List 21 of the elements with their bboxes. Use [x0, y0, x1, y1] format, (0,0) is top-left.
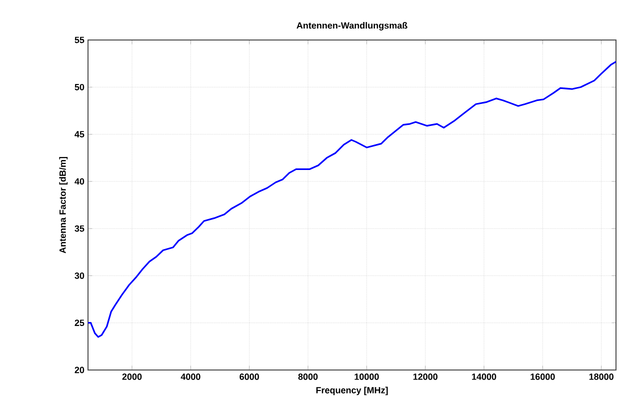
- y-axis-title: Antenna Factor [dB/m]: [59, 157, 68, 254]
- y-tick-label: 25: [74, 320, 84, 326]
- y-tick-label: 55: [74, 36, 84, 44]
- x-tick-label: 8000: [298, 374, 318, 380]
- x-tick-label: 6000: [240, 374, 259, 380]
- chart-title: Antennen-Wandlungsmaß: [296, 22, 408, 30]
- x-tick-label: 12000: [413, 374, 438, 380]
- y-tick-label: 40: [74, 178, 84, 185]
- x-tick-label: 16000: [530, 374, 555, 380]
- y-tick-label: 20: [74, 366, 84, 374]
- x-tick-label: 4000: [180, 374, 200, 380]
- x-tick-label: 2000: [122, 374, 142, 380]
- x-axis-title: Frequency [MHz]: [316, 386, 388, 396]
- x-tick-label: 18000: [589, 374, 614, 380]
- y-tick-label: 45: [74, 131, 84, 138]
- line-series: [88, 60, 616, 338]
- y-tick-label: 35: [74, 225, 84, 232]
- x-tick-label: 14000: [472, 374, 496, 380]
- x-tick-label: 10000: [354, 374, 379, 380]
- y-tick-label: 30: [74, 272, 84, 279]
- y-tick-label: 50: [74, 84, 84, 90]
